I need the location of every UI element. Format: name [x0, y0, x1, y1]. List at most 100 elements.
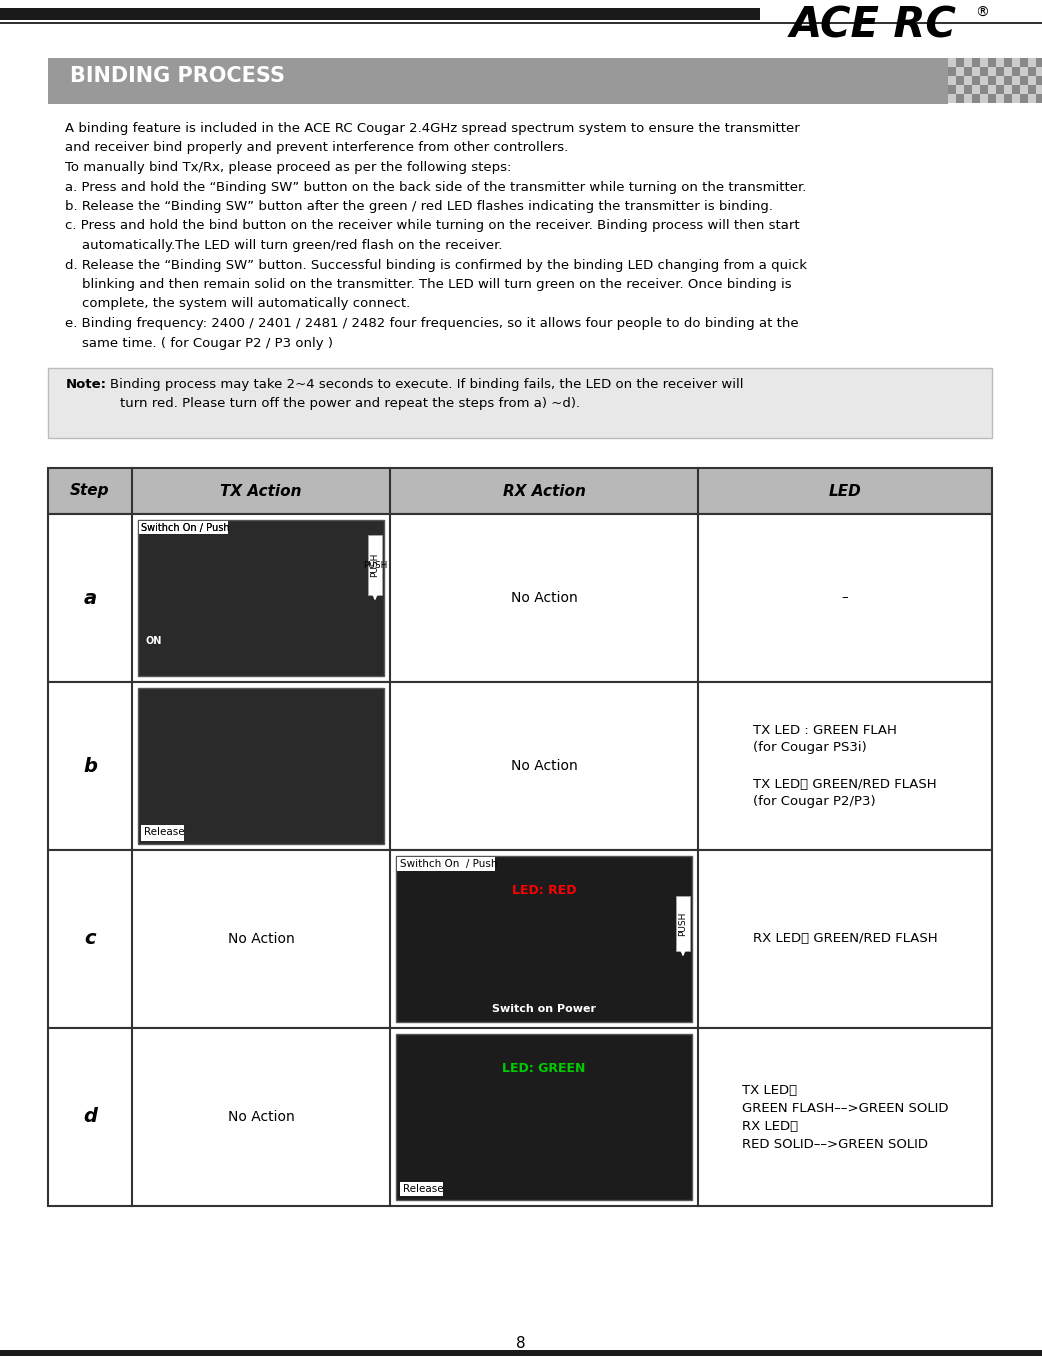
- Text: No Action: No Action: [511, 758, 577, 773]
- Bar: [956, 85, 964, 94]
- Text: Binding process may take 2~4 seconds to execute. If binding fails, the LED on th: Binding process may take 2~4 seconds to …: [110, 378, 744, 391]
- Text: TX LED : GREEN FLAH
(for Cougar PS3i)

TX LED： GREEN/RED FLASH
(for Cougar P2/P3: TX LED : GREEN FLAH (for Cougar PS3i) TX…: [753, 723, 937, 809]
- Bar: [996, 59, 1004, 67]
- Bar: [48, 59, 948, 104]
- Text: automatically.The LED will turn green/red flash on the receiver.: automatically.The LED will turn green/re…: [65, 239, 502, 252]
- Text: TX LED：
GREEN FLASH––>GREEN SOLID
RX LED：
RED SOLID––>GREEN SOLID: TX LED： GREEN FLASH––>GREEN SOLID RX LED…: [742, 1083, 948, 1150]
- Text: and receiver bind properly and prevent interference from other controllers.: and receiver bind properly and prevent i…: [65, 142, 568, 154]
- Bar: [0, 8, 760, 20]
- Text: ACE RC: ACE RC: [790, 4, 957, 46]
- Bar: [1020, 76, 1028, 85]
- Bar: [988, 67, 996, 76]
- Text: complete, the system will automatically connect.: complete, the system will automatically …: [65, 297, 411, 311]
- Text: A binding feature is included in the ACE RC Cougar 2.4GHz spread spectrum system: A binding feature is included in the ACE…: [65, 121, 800, 135]
- Text: e. Binding frequency: 2400 / 2401 / 2481 / 2482 four frequencies, so it allows f: e. Binding frequency: 2400 / 2401 / 2481…: [65, 316, 798, 330]
- Bar: [972, 67, 979, 76]
- Bar: [964, 76, 972, 85]
- Bar: [956, 94, 964, 104]
- Text: Release: Release: [144, 827, 184, 837]
- Text: LED: LED: [828, 483, 862, 498]
- Bar: [948, 94, 956, 104]
- Text: a: a: [83, 588, 97, 607]
- Bar: [948, 59, 956, 67]
- Bar: [996, 85, 1004, 94]
- Bar: [1028, 85, 1036, 94]
- Bar: [138, 687, 384, 844]
- Text: d. Release the “Binding SW” button. Successful binding is confirmed by the bindi: d. Release the “Binding SW” button. Succ…: [65, 259, 807, 271]
- Bar: [964, 94, 972, 104]
- Bar: [948, 85, 956, 94]
- Bar: [979, 85, 988, 94]
- Text: 8: 8: [516, 1335, 526, 1350]
- Bar: [48, 850, 992, 1028]
- Text: No Action: No Action: [227, 1110, 295, 1124]
- Text: blinking and then remain solid on the transmitter. The LED will turn green on th: blinking and then remain solid on the tr…: [65, 278, 792, 291]
- Bar: [972, 76, 979, 85]
- Bar: [979, 76, 988, 85]
- Text: a. Press and hold the “Binding SW” button on the back side of the transmitter wh: a. Press and hold the “Binding SW” butto…: [65, 180, 807, 194]
- Bar: [139, 521, 228, 533]
- Bar: [1004, 67, 1012, 76]
- Bar: [996, 67, 1004, 76]
- Bar: [1004, 59, 1012, 67]
- Bar: [1012, 59, 1020, 67]
- Bar: [138, 520, 384, 677]
- Bar: [948, 76, 956, 85]
- Text: Switch on Power: Switch on Power: [492, 1004, 596, 1013]
- Bar: [996, 76, 1004, 85]
- Text: b. Release the “Binding SW” button after the green / red LED flashes indicating : b. Release the “Binding SW” button after…: [65, 201, 773, 213]
- Bar: [1012, 94, 1020, 104]
- Bar: [956, 67, 964, 76]
- Text: –: –: [842, 592, 848, 604]
- Text: same time. ( for Cougar P2 / P3 only ): same time. ( for Cougar P2 / P3 only ): [65, 337, 333, 349]
- Bar: [48, 368, 992, 438]
- Bar: [1020, 85, 1028, 94]
- Bar: [141, 825, 184, 842]
- Text: Swithch On  / Push: Swithch On / Push: [400, 859, 497, 869]
- Bar: [396, 1034, 692, 1200]
- Bar: [1028, 94, 1036, 104]
- Text: Swithch On / Push: Swithch On / Push: [141, 522, 229, 533]
- Text: d: d: [83, 1108, 97, 1127]
- Bar: [988, 94, 996, 104]
- Text: Swithch On / Push: Swithch On / Push: [141, 522, 229, 533]
- Bar: [1036, 85, 1042, 94]
- Bar: [988, 59, 996, 67]
- Bar: [979, 94, 988, 104]
- Text: LED: RED: LED: RED: [512, 884, 576, 898]
- Bar: [1004, 76, 1012, 85]
- Bar: [988, 76, 996, 85]
- Bar: [48, 682, 992, 850]
- Bar: [1036, 94, 1042, 104]
- Bar: [956, 59, 964, 67]
- Bar: [48, 1028, 992, 1206]
- Text: turn red. Please turn off the power and repeat the steps from a) ~d).: turn red. Please turn off the power and …: [120, 397, 580, 411]
- Bar: [0, 1350, 1042, 1356]
- Text: PUSH: PUSH: [678, 911, 688, 936]
- Bar: [48, 514, 992, 682]
- Bar: [1012, 76, 1020, 85]
- Bar: [972, 94, 979, 104]
- Bar: [964, 85, 972, 94]
- Bar: [48, 468, 992, 514]
- Bar: [1036, 76, 1042, 85]
- Bar: [1012, 67, 1020, 76]
- Bar: [988, 85, 996, 94]
- Bar: [956, 76, 964, 85]
- Bar: [1004, 85, 1012, 94]
- Bar: [1028, 76, 1036, 85]
- Text: ON: ON: [146, 636, 163, 647]
- Text: Step: Step: [70, 483, 109, 498]
- Bar: [396, 857, 692, 1022]
- Text: PUSH: PUSH: [371, 552, 379, 577]
- Bar: [1004, 94, 1012, 104]
- Text: No Action: No Action: [511, 591, 577, 606]
- Text: c: c: [84, 929, 96, 948]
- Text: BINDING PROCESS: BINDING PROCESS: [70, 65, 286, 86]
- Bar: [1012, 85, 1020, 94]
- Bar: [1028, 67, 1036, 76]
- Text: TX Action: TX Action: [220, 483, 302, 498]
- Bar: [400, 1183, 443, 1196]
- Bar: [979, 67, 988, 76]
- Bar: [964, 59, 972, 67]
